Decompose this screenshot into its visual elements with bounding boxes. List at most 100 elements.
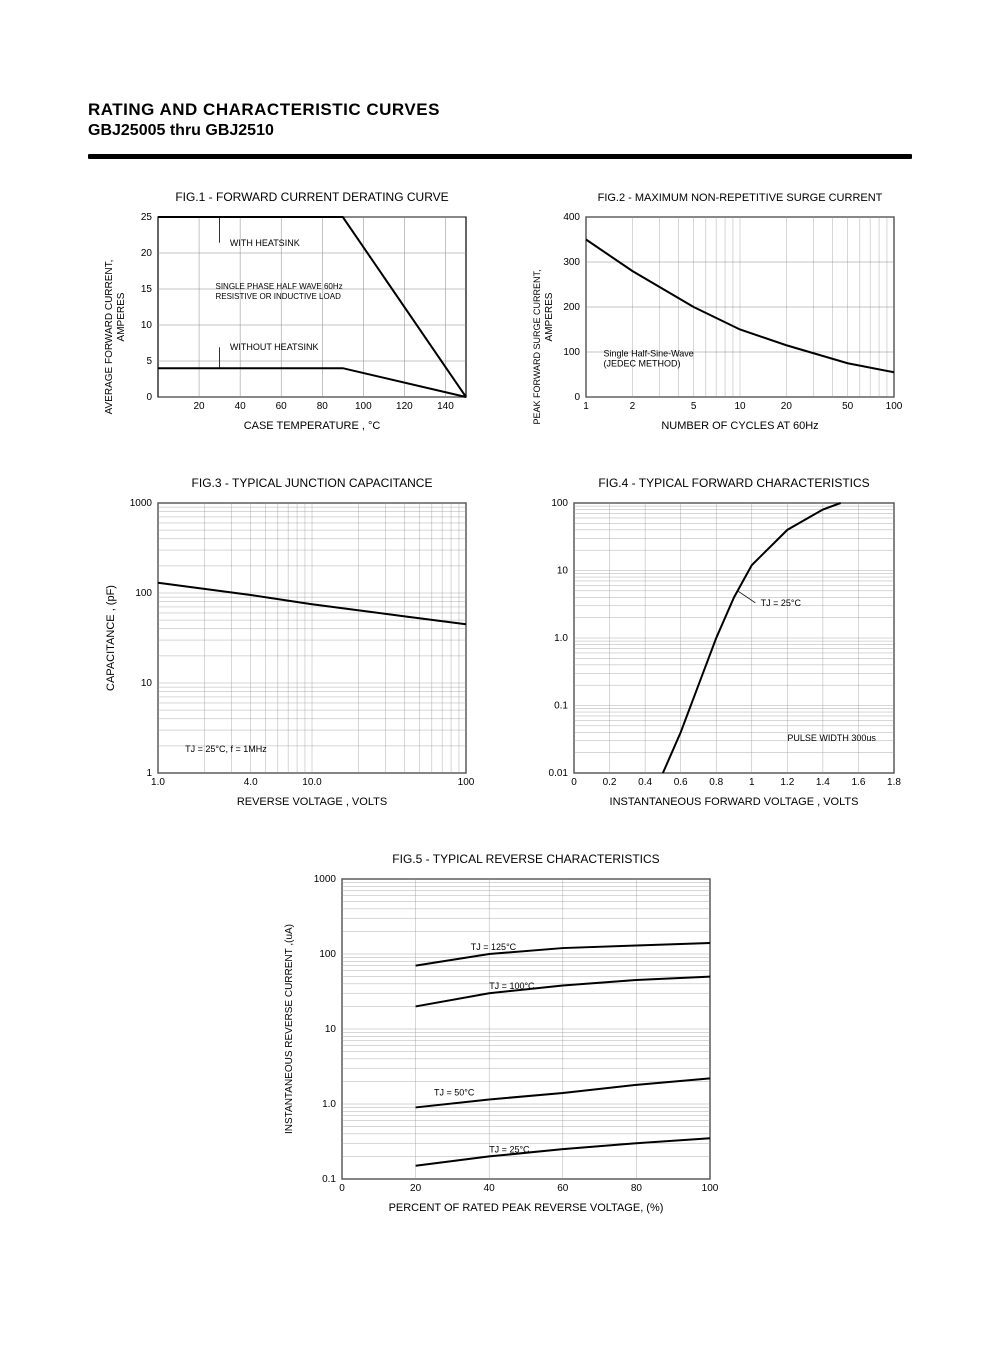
svg-text:NUMBER OF CYCLES AT 60Hz: NUMBER OF CYCLES AT 60Hz <box>661 420 818 432</box>
svg-text:100: 100 <box>458 777 475 788</box>
svg-text:CASE TEMPERATURE , °C: CASE TEMPERATURE , °C <box>244 420 381 432</box>
svg-text:0.4: 0.4 <box>638 777 652 788</box>
svg-text:100: 100 <box>702 1183 719 1194</box>
fig1-chart: 20 40 60 80 100 120 140 0 5 10 15 20 25 FIG.1 - FORWA… <box>96 187 476 437</box>
svg-text:1000: 1000 <box>314 874 337 885</box>
svg-text:(JEDEC METHOD): (JEDEC METHOD) <box>604 359 681 369</box>
svg-text:100: 100 <box>135 588 152 599</box>
svg-text:1.0: 1.0 <box>322 1099 336 1110</box>
svg-text:FIG.3 - TYPICAL JUNCTION CAPAC: FIG.3 - TYPICAL JUNCTION CAPACITANCE <box>192 476 433 490</box>
svg-text:1: 1 <box>749 777 755 788</box>
svg-text:15: 15 <box>141 284 153 295</box>
fig5-container: 0 20 40 60 80 100 0.1 1.0 10 100 1000 TJ = 125°C TJ … <box>270 849 730 1229</box>
svg-text:20: 20 <box>781 401 793 412</box>
svg-text:100: 100 <box>551 498 568 509</box>
svg-text:1.0: 1.0 <box>151 777 165 788</box>
svg-text:10: 10 <box>141 678 153 689</box>
svg-text:WITH HEATSINK: WITH HEATSINK <box>230 238 300 248</box>
svg-text:0.1: 0.1 <box>322 1174 336 1185</box>
svg-text:1: 1 <box>146 768 152 779</box>
svg-text:60: 60 <box>557 1183 569 1194</box>
svg-text:1000: 1000 <box>130 498 153 509</box>
header-rule <box>88 154 912 159</box>
svg-text:1.4: 1.4 <box>816 777 830 788</box>
svg-text:400: 400 <box>563 212 580 223</box>
svg-text:0.01: 0.01 <box>549 768 569 779</box>
svg-text:60: 60 <box>276 401 288 412</box>
svg-text:AVERAGE FORWARD CURRENT,: AVERAGE FORWARD CURRENT, <box>104 260 115 415</box>
fig5-chart: 0 20 40 60 80 100 0.1 1.0 10 100 1000 TJ = 125°C TJ … <box>270 849 730 1229</box>
svg-text:5: 5 <box>146 356 152 367</box>
svg-text:50: 50 <box>842 401 854 412</box>
svg-text:TJ = 50°C: TJ = 50°C <box>434 1087 475 1097</box>
svg-text:TJ = 25°C, f = 1MHz: TJ = 25°C, f = 1MHz <box>185 744 267 754</box>
svg-text:0.1: 0.1 <box>554 701 568 712</box>
svg-text:FIG.2 - MAXIMUM NON-REPETITIVE: FIG.2 - MAXIMUM NON-REPETITIVE SURGE CUR… <box>598 192 883 204</box>
svg-text:25: 25 <box>141 212 153 223</box>
svg-text:INSTANTANEOUS FORWARD VOLTAGE: INSTANTANEOUS FORWARD VOLTAGE , VOLTS <box>610 796 859 808</box>
datasheet-page: RATING AND CHARACTERISTIC CURVES GBJ2500… <box>0 0 1000 1305</box>
svg-text:20: 20 <box>194 401 206 412</box>
page-title: RATING AND CHARACTERISTIC CURVES <box>88 100 912 120</box>
svg-text:0.2: 0.2 <box>603 777 617 788</box>
fig2-container: 1 2 5 10 20 50 100 0 100 200 300 400 FIG.2 - MAXIMUM… <box>524 187 904 437</box>
svg-text:TJ = 25°C: TJ = 25°C <box>761 598 802 608</box>
svg-text:100: 100 <box>319 949 336 960</box>
svg-text:CAPACITANCE , (pF): CAPACITANCE , (pF) <box>105 585 117 691</box>
svg-text:10: 10 <box>734 401 746 412</box>
svg-text:10: 10 <box>557 566 569 577</box>
svg-text:0: 0 <box>146 392 152 403</box>
svg-text:1: 1 <box>583 401 589 412</box>
fig4-chart: 0 0.2 0.4 0.6 0.8 1 1.2 1.4 1.6 1.8 0.01 0.1 1.0 10 10… <box>524 473 904 813</box>
svg-text:TJ = 125°C: TJ = 125°C <box>471 942 517 952</box>
fig4-container: 0 0.2 0.4 0.6 0.8 1 1.2 1.4 1.6 1.8 0.01 0.1 1.0 10 10… <box>524 473 904 813</box>
svg-text:40: 40 <box>235 401 247 412</box>
svg-text:1.2: 1.2 <box>780 777 794 788</box>
svg-text:1.6: 1.6 <box>851 777 865 788</box>
svg-text:SINGLE PHASE HALF WAVE 60Hz: SINGLE PHASE HALF WAVE 60Hz <box>215 282 342 291</box>
svg-text:Single Half-Sine-Wave: Single Half-Sine-Wave <box>604 349 694 359</box>
svg-text:100: 100 <box>886 401 903 412</box>
svg-text:5: 5 <box>691 401 697 412</box>
svg-text:100: 100 <box>563 347 580 358</box>
svg-text:0: 0 <box>339 1183 345 1194</box>
svg-text:1.0: 1.0 <box>554 633 568 644</box>
svg-text:TJ = 100°C: TJ = 100°C <box>489 981 535 991</box>
svg-text:TJ = 25°C: TJ = 25°C <box>489 1144 530 1154</box>
svg-text:FIG.4 - TYPICAL FORWARD CHARAC: FIG.4 - TYPICAL FORWARD CHARACTERISTICS <box>598 476 869 490</box>
fig3-chart: 1.0 4.0 10.0 100 1 10 100 1000 FIG.3 - TYPICAL J… <box>96 473 476 813</box>
svg-text:20: 20 <box>141 248 153 259</box>
svg-text:REVERSE VOLTAGE , VOLTS: REVERSE VOLTAGE , VOLTS <box>237 796 387 808</box>
svg-text:10: 10 <box>141 320 153 331</box>
svg-text:40: 40 <box>484 1183 496 1194</box>
svg-text:300: 300 <box>563 257 580 268</box>
svg-text:RESISTIVE OR INDUCTIVE LOAD: RESISTIVE OR INDUCTIVE LOAD <box>215 292 341 301</box>
svg-text:FIG.5 - TYPICAL REVERSE CHARAC: FIG.5 - TYPICAL REVERSE CHARACTERISTICS <box>392 852 659 866</box>
svg-text:INSTANTANEOUS REVERSE CURRENT: INSTANTANEOUS REVERSE CURRENT ,(uA) <box>284 924 295 1134</box>
page-subtitle: GBJ25005 thru GBJ2510 <box>88 122 912 140</box>
svg-text:0.8: 0.8 <box>709 777 723 788</box>
fig2-chart: 1 2 5 10 20 50 100 0 100 200 300 400 FIG.2 - MAXIMUM… <box>524 187 904 437</box>
svg-text:140: 140 <box>437 401 454 412</box>
svg-text:WITHOUT HEATSINK: WITHOUT HEATSINK <box>230 342 319 352</box>
svg-text:PULSE WIDTH 300us: PULSE WIDTH 300us <box>787 733 876 743</box>
svg-text:4.0: 4.0 <box>244 777 258 788</box>
svg-text:0: 0 <box>574 392 580 403</box>
svg-text:120: 120 <box>396 401 413 412</box>
svg-text:PERCENT OF RATED PEAK REVERSE: PERCENT OF RATED PEAK REVERSE VOLTAGE, (… <box>389 1202 664 1214</box>
svg-text:1.8: 1.8 <box>887 777 901 788</box>
svg-text:2: 2 <box>630 401 636 412</box>
svg-text:AMPERES: AMPERES <box>116 292 127 341</box>
fig3-container: 1.0 4.0 10.0 100 1 10 100 1000 FIG.3 - TYPICAL J… <box>96 473 476 813</box>
svg-text:0: 0 <box>571 777 577 788</box>
svg-text:10.0: 10.0 <box>302 777 322 788</box>
svg-text:0.6: 0.6 <box>674 777 688 788</box>
svg-text:FIG.1 - FORWARD CURRENT DERATI: FIG.1 - FORWARD CURRENT DERATING CURVE <box>175 190 448 204</box>
svg-text:20: 20 <box>410 1183 422 1194</box>
svg-text:10: 10 <box>325 1024 337 1035</box>
svg-text:100: 100 <box>355 401 372 412</box>
svg-text:PEAK FORWARD SURGE CURRENT,: PEAK FORWARD SURGE CURRENT, <box>532 269 542 424</box>
svg-text:80: 80 <box>631 1183 643 1194</box>
svg-text:200: 200 <box>563 302 580 313</box>
svg-text:80: 80 <box>317 401 329 412</box>
